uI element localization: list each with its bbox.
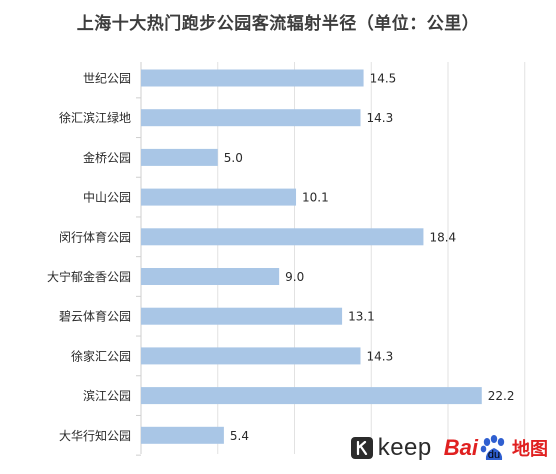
- bar: [141, 426, 224, 444]
- value-label: 9.0: [285, 270, 304, 284]
- category-label: 世纪公园: [83, 72, 131, 86]
- category-label: 大宁郁金香公园: [47, 269, 131, 284]
- bar: [141, 347, 361, 365]
- baidu-ditu-text: 地图: [512, 439, 548, 460]
- value-label: 14.5: [370, 72, 397, 86]
- value-label: 13.1: [348, 310, 375, 324]
- value-label: 14.3: [367, 111, 394, 125]
- category-label: 金桥公园: [83, 150, 131, 165]
- baidu-du-text: du: [488, 449, 500, 461]
- category-label: 滨江公园: [83, 388, 131, 403]
- category-label: 徐汇滨江绿地: [59, 110, 131, 125]
- value-label: 18.4: [429, 230, 456, 244]
- category-label: 大华行知公园: [59, 429, 131, 443]
- value-label: 22.2: [488, 389, 515, 403]
- bar: [141, 228, 424, 246]
- value-label: 5.0: [224, 151, 243, 165]
- bar: [141, 109, 361, 127]
- bar: [141, 188, 297, 206]
- category-label: 碧云体育公园: [59, 309, 131, 324]
- bar: [141, 307, 343, 325]
- bar: [141, 268, 280, 285]
- value-label: 10.1: [302, 191, 329, 205]
- keep-k-icon: [350, 437, 373, 459]
- bar: [141, 148, 218, 166]
- bar: [141, 387, 482, 405]
- keep-logo: keep: [350, 434, 432, 462]
- category-label: 中山公园: [83, 190, 131, 205]
- baidu-paw-icon: du: [480, 435, 505, 461]
- value-label: 14.3: [367, 349, 394, 363]
- baidu-wordmark: Bai: [443, 435, 478, 460]
- category-label: 徐家汇公园: [71, 348, 131, 363]
- chart-title: 上海十大热门跑步公园客流辐射半径（单位：公里）: [76, 14, 480, 34]
- category-label: 闵行体育公园: [59, 229, 131, 244]
- keep-wordmark: keep: [377, 434, 432, 461]
- baidu-map-logo: Bai du 地图: [444, 433, 548, 463]
- brand-logos: keep Bai du 地图: [350, 432, 548, 464]
- value-label: 5.4: [230, 429, 249, 443]
- bar: [141, 69, 364, 87]
